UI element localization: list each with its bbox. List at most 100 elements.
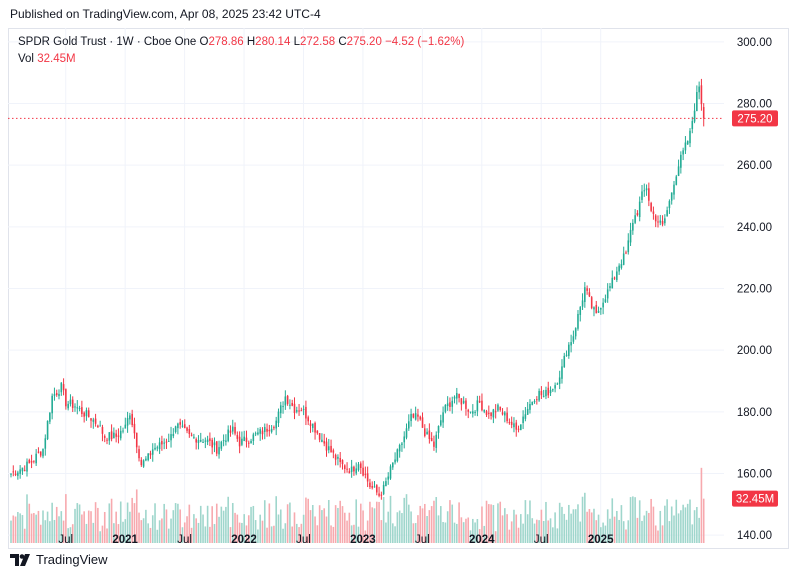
candle-body [586,288,588,291]
volume-bar [206,505,209,543]
candle-body [435,434,438,448]
volume-bar [142,518,145,543]
candle-body [49,412,51,422]
candle-body [206,439,209,443]
brand-name: TradingView [36,552,108,567]
volume-bar [696,507,698,543]
candle-body [236,435,239,439]
candle-body [517,428,520,430]
candle-body [444,404,447,412]
candle-body [641,191,643,200]
candle-body [430,438,433,442]
last-price-badge [732,110,778,127]
volume-bar [506,514,508,543]
candle-body [465,400,467,409]
volume-bar [474,522,476,543]
volume-bar [552,527,554,543]
candle-body [680,154,682,168]
candle-body [547,387,550,396]
candle-body [590,297,593,309]
volume-bar [618,519,620,543]
volume-bar [595,520,598,543]
volume-bar [12,515,15,543]
volume-bar [606,509,609,543]
volume-bar [245,525,248,543]
candle-body [561,366,563,379]
volume-bar [337,507,339,543]
candle-body [419,416,422,420]
volume-bar [682,504,684,543]
candle-body [650,203,652,211]
volume-bar [382,497,385,543]
candle-body [483,409,486,412]
candlestick-chart[interactable]: 275.20 32.45M 300.00 280.00 260.00 240.00 220… [8,28,788,548]
volume-bar [549,518,552,543]
tradingview-brand[interactable]: TradingView [10,552,108,567]
candle-body [53,394,56,396]
candle-body [165,441,168,443]
candle-body [135,432,138,448]
candle-body [259,429,261,434]
volume-bar [462,522,465,543]
candle-body [44,438,47,449]
candle-body [129,415,131,420]
volume-bar [62,520,65,543]
candle-body [202,441,204,443]
volume-bar [21,515,24,543]
candle-body [97,425,99,428]
volume-bar [625,529,627,543]
candle-body [115,433,117,437]
volume-bar [444,522,447,543]
volume-bar [193,514,195,543]
volume-bar [305,497,307,543]
volume-bar [247,515,250,543]
candle-body [405,428,408,438]
candle-body [462,400,465,404]
volume-bar [654,525,657,543]
candle-body [616,271,618,281]
volume-bar [691,524,694,543]
y-tick-label: 140.00 [737,530,772,542]
volume-bar [165,509,168,543]
volume-bar [124,519,127,543]
price-candles [10,78,705,500]
volume-bar [103,511,106,543]
volume-bar [632,496,634,543]
candle-body [275,420,277,429]
candle-body [101,427,104,434]
volume-bar [252,505,255,543]
candle-body [401,443,403,445]
candle-body [549,389,552,394]
volume-bar [238,522,241,543]
volume-bar [405,494,408,543]
volume-bar [151,515,154,543]
candle-body [423,428,426,437]
candle-body [522,416,524,424]
symbol-label[interactable]: SPDR Gold Trust · 1W · Cboe One [18,36,197,48]
candle-body [403,436,406,443]
volume-bar [369,501,371,543]
volume-bar [600,527,602,543]
volume-bar [375,501,378,543]
volume-bar [572,509,575,543]
candle-body [451,400,454,407]
candle-body [117,435,120,437]
close-value: 275.20 [346,36,382,48]
candle-body [609,286,611,289]
candle-body [620,264,623,268]
volume-bar [236,514,239,543]
candle-body [595,304,598,314]
open-label: O [199,36,209,48]
candle-body [234,426,236,434]
volume-bar [579,521,582,543]
volume-bar [314,516,316,543]
candle-body [627,240,630,253]
volume-bar [357,526,360,543]
candle-body [220,441,223,449]
volume-bar [586,511,588,543]
volume-bar [81,514,83,543]
candle-body [485,411,488,415]
candle-body [37,451,40,453]
volume-bar [510,521,513,543]
volume-bar [35,514,37,543]
